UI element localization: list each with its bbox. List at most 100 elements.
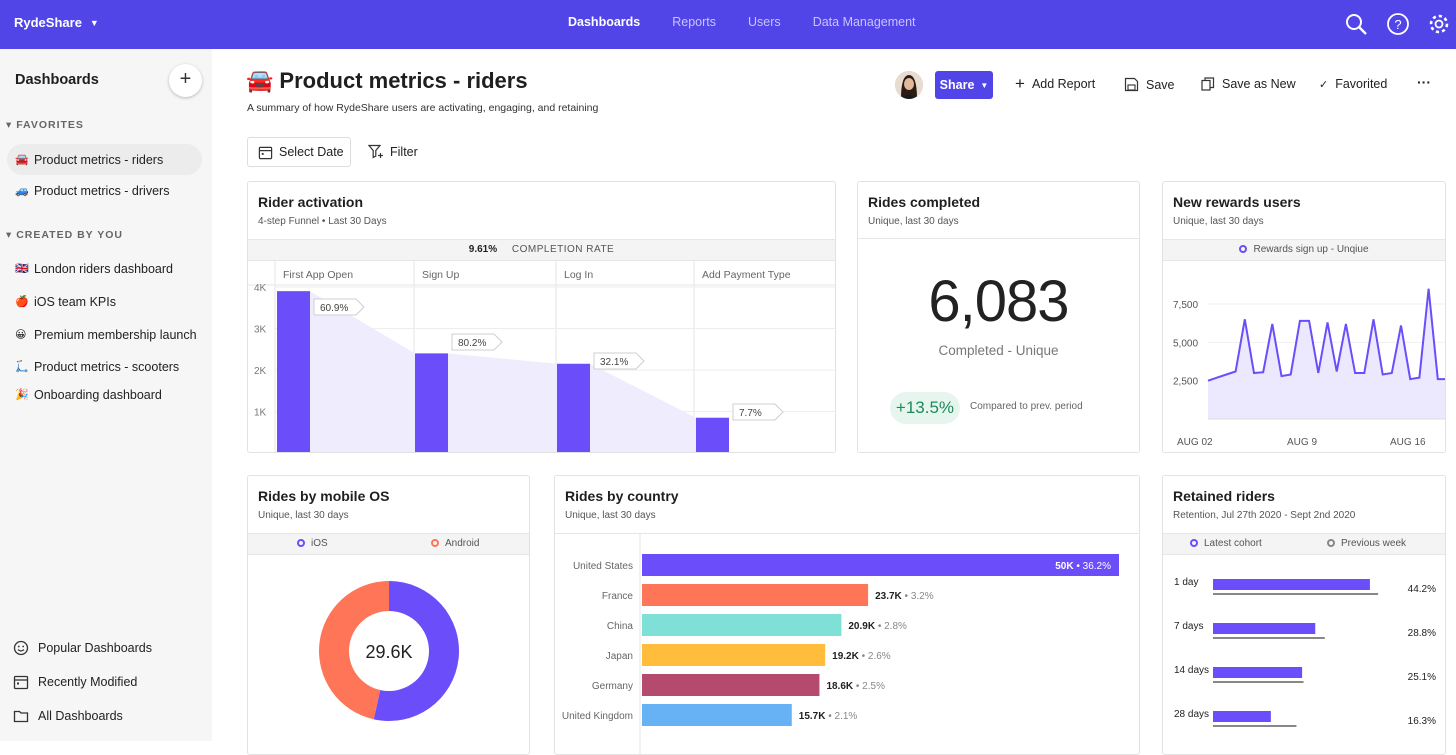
card-subtitle: Unique, last 30 days	[565, 510, 656, 521]
sidebar-item-label: Product metrics - riders	[34, 152, 164, 167]
rides-by-mobile-os-card[interactable]: Rides by mobile OS Unique, last 30 days …	[247, 475, 530, 755]
card-title: Rides by country	[565, 488, 679, 504]
page-title: 🚘 Product metrics - riders	[246, 68, 528, 93]
more-menu-button[interactable]: ···	[1417, 74, 1431, 90]
favorited-button[interactable]: ✓ Favorited	[1319, 77, 1388, 91]
sidebar-item-premium[interactable]: 😀 Premium membership launch	[7, 319, 202, 350]
car-icon: 🚘	[246, 68, 274, 93]
add-report-button[interactable]: + Add Report	[1015, 74, 1096, 93]
help-icon[interactable]: ?	[1386, 12, 1410, 36]
conversion-tag	[313, 298, 365, 316]
sidebar-item-label: Product metrics - scooters	[34, 359, 180, 374]
retention-value-label: 44.2%	[1408, 584, 1436, 595]
sidebar-item-drivers[interactable]: 🚙 Product metrics - drivers	[7, 175, 202, 206]
page-subtitle: A summary of how RydeShare users are act…	[247, 102, 599, 114]
previous-week-bar	[1213, 593, 1379, 595]
app-name: RydeShare	[14, 15, 82, 30]
card-title: Retained riders	[1173, 488, 1275, 504]
search-icon[interactable]	[1344, 12, 1368, 36]
calendar-icon	[13, 675, 29, 690]
sidebar-item-onboarding[interactable]: 🎉 Onboarding dashboard	[7, 379, 202, 410]
legend-label: Rewards sign up - Unqiue	[1253, 244, 1369, 255]
created-heading[interactable]: ▾ CREATED BY YOU	[6, 229, 123, 241]
y-tick-label: 7,500	[1173, 300, 1198, 311]
sidebar-item-ios-kpis[interactable]: 🍎 iOS team KPIs	[7, 286, 202, 317]
legend-latest: Latest cohort	[1190, 534, 1262, 554]
country-bar	[642, 554, 1119, 576]
y-tick-label: 3K	[254, 325, 267, 336]
sidebar-item-riders[interactable]: 🚘 Product metrics - riders	[7, 144, 202, 175]
cohort-label: 28 days	[1174, 709, 1209, 720]
save-button[interactable]: Save	[1124, 77, 1175, 92]
popular-dashboards-link[interactable]: Popular Dashboards	[13, 640, 152, 656]
rides-by-country-card[interactable]: Rides by country Unique, last 30 days Un…	[554, 475, 1140, 755]
os-donut-chart: 29.6K	[318, 581, 459, 721]
funnel-chart: First App Open Sign Up Log In Add Payment T…	[248, 261, 835, 452]
latest-cohort-bar	[1213, 667, 1303, 678]
rewards-line-chart: 7,500 5,000 2,500 AUG 02 AUG 9 AUG 16	[1173, 288, 1445, 448]
car-icon: 🚙	[15, 185, 29, 197]
card-subtitle: Unique, last 30 days	[1173, 216, 1264, 227]
funnel-bar	[415, 353, 448, 452]
change-label: Compared to prev. period	[970, 401, 1083, 412]
sidebar-item-scooters[interactable]: 🛴 Product metrics - scooters	[7, 351, 202, 382]
category-label: China	[607, 621, 634, 632]
nav-data-management[interactable]: Data Management	[812, 15, 916, 29]
area-fill	[1208, 288, 1445, 419]
bar-value-label: 18.6K • 2.5%	[826, 681, 885, 692]
cohort-label: 7 days	[1174, 621, 1203, 632]
filter-button[interactable]: Filter	[368, 144, 418, 159]
smiley-icon: 😀	[15, 329, 27, 341]
legend-previous: Previous week	[1327, 534, 1406, 554]
nav-dashboards[interactable]: Dashboards	[568, 15, 641, 29]
plus-icon: +	[1015, 74, 1025, 93]
favorites-heading[interactable]: ▾ FAVORITES	[6, 119, 84, 131]
x-tick-label: AUG 02	[1177, 437, 1213, 448]
new-rewards-users-card[interactable]: New rewards users Unique, last 30 days R…	[1162, 181, 1446, 453]
calendar-icon	[258, 146, 273, 159]
sidebar: Dashboards + ▾ FAVORITES 🚘 Product metri…	[0, 49, 212, 741]
series-line	[1207, 288, 1445, 382]
y-tick-label: 2K	[254, 366, 267, 377]
funnel-bar	[277, 291, 310, 452]
sidebar-item-london[interactable]: 🇬🇧 London riders dashboard	[7, 253, 202, 284]
sidebar-item-label: Product metrics - drivers	[34, 183, 170, 198]
card-title: Rider activation	[258, 194, 364, 210]
avatar[interactable]	[895, 71, 923, 99]
sidebar-item-label: London riders dashboard	[34, 261, 173, 276]
completion-value: 9.61%	[468, 244, 498, 255]
cohort-label: 14 days	[1174, 665, 1209, 676]
share-button[interactable]: Share ▼	[935, 71, 993, 99]
card-title: Rides by mobile OS	[258, 488, 390, 504]
select-date-button[interactable]: Select Date	[247, 137, 351, 167]
step-label: Sign Up	[422, 269, 460, 281]
conversion-label: 60.9%	[320, 303, 348, 314]
check-icon: ✓	[1319, 78, 1329, 91]
smiley-outline-icon	[13, 640, 29, 656]
rider-activation-card[interactable]: Rider activation 4-step Funnel • Last 30…	[247, 181, 836, 453]
recently-modified-link[interactable]: Recently Modified	[13, 674, 137, 690]
previous-week-bar	[1213, 681, 1304, 683]
latest-cohort-bar	[1213, 711, 1271, 722]
rides-completed-card[interactable]: Rides completed Unique, last 30 days 6,0…	[857, 181, 1140, 453]
gear-icon[interactable]	[1427, 12, 1451, 36]
latest-cohort-bar	[1213, 623, 1316, 634]
funnel-shade	[310, 291, 729, 452]
conversion-label: 7.7%	[739, 408, 762, 419]
category-label: Germany	[592, 681, 633, 692]
conversion-tag	[451, 333, 503, 351]
app-switcher[interactable]: RydeShare ▼	[14, 15, 99, 30]
pie-slice-ios	[373, 581, 459, 721]
all-dashboards-link[interactable]: All Dashboards	[13, 708, 123, 724]
card-subtitle: Retention, Jul 27th 2020 - Sept 2nd 2020	[1173, 510, 1356, 521]
sidebar-item-label: Premium membership launch	[34, 327, 197, 342]
funnel-bar	[696, 417, 729, 452]
nav-reports[interactable]: Reports	[672, 15, 717, 29]
save-as-new-button[interactable]: Save as New	[1201, 77, 1296, 91]
nav-users[interactable]: Users	[748, 15, 781, 29]
retained-riders-card[interactable]: Retained riders Retention, Jul 27th 2020…	[1162, 475, 1446, 755]
add-dashboard-button[interactable]: +	[169, 64, 202, 97]
folder-icon	[13, 710, 29, 723]
country-bar	[642, 584, 869, 606]
completion-rate-bar: 9.61% COMPLETION RATE	[248, 239, 835, 261]
